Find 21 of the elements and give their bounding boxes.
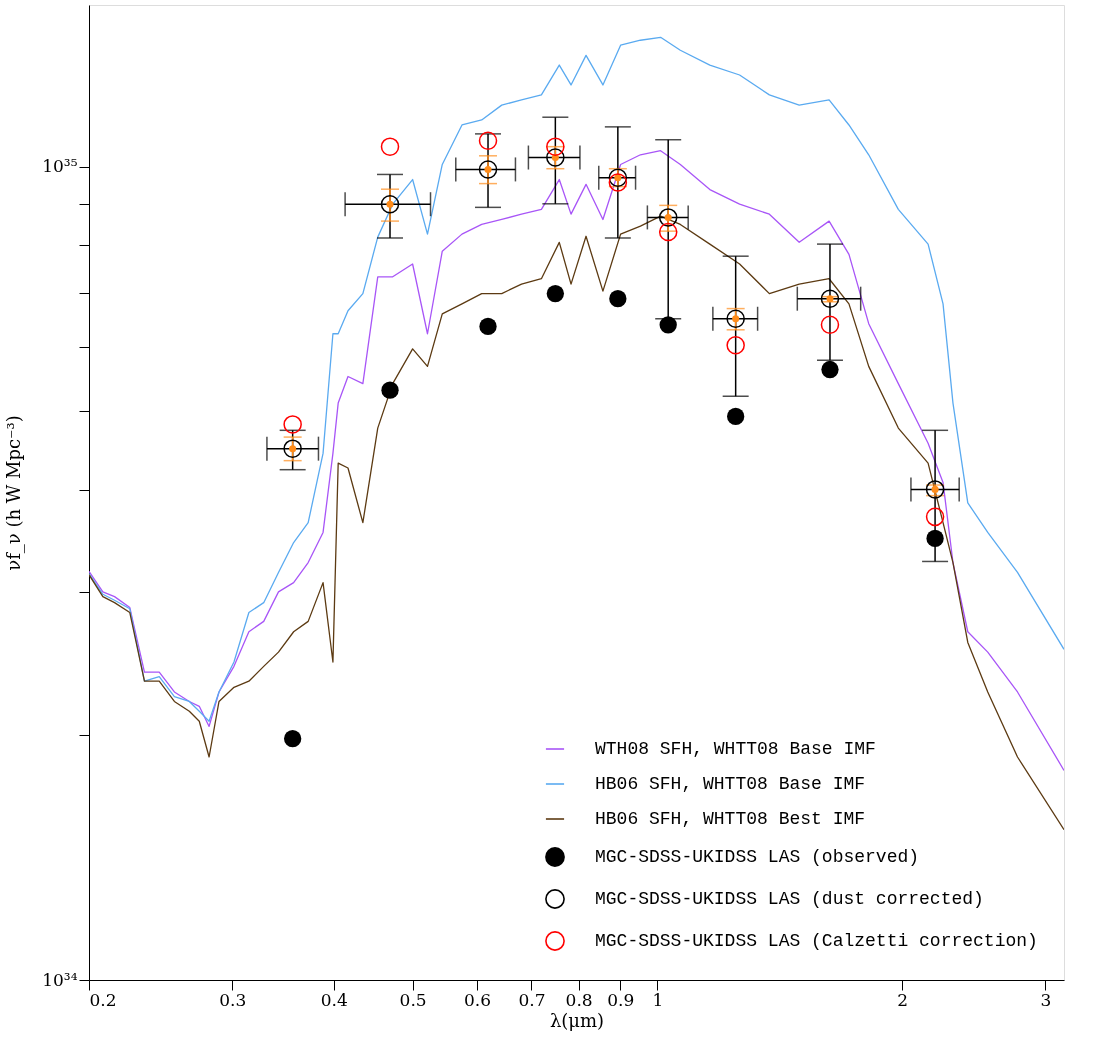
x-axis-title: λ(μm) <box>549 1009 605 1031</box>
legend-label: MGC-SDSS-UKIDSS LAS (Calzetti correction) <box>595 931 1038 951</box>
x-tick-label: 0.2 <box>89 989 117 1010</box>
y-tick-label: 10³⁴ <box>42 969 78 990</box>
x-tick-label: 3 <box>1040 989 1052 1010</box>
x-tick-label: 2 <box>897 989 909 1010</box>
legend-label: MGC-SDSS-UKIDSS LAS (observed) <box>595 847 920 867</box>
legend-label: MGC-SDSS-UKIDSS LAS (dust corrected) <box>595 889 984 909</box>
legend-label: HB06 SFH, WHTT08 Base IMF <box>595 774 866 794</box>
legend-label: WTH08 SFH, WHTT08 Base IMF <box>595 739 876 759</box>
x-tick-label: 0.8 <box>565 989 593 1010</box>
x-tick-label: 0.9 <box>607 989 635 1010</box>
legend-label: HB06 SFH, WHTT08 Best IMF <box>595 809 866 829</box>
x-tick-label: 0.6 <box>463 989 492 1010</box>
x-tick-label: 0.7 <box>518 989 546 1010</box>
x-tick-label: 0.5 <box>399 989 427 1010</box>
y-tick-label: 10³⁵ <box>42 156 78 177</box>
x-tick-label: 0.3 <box>219 989 247 1010</box>
x-tick-label: 1 <box>652 989 664 1010</box>
x-tick-label: 0.4 <box>320 989 348 1010</box>
y-axis-title: νf_ν (h W Mpc⁻³) <box>3 415 26 571</box>
